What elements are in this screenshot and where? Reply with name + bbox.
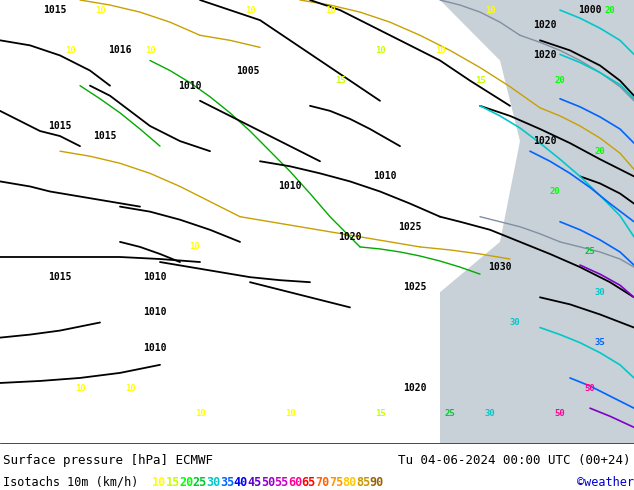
Text: 1020: 1020: [533, 136, 557, 146]
Text: 50: 50: [555, 409, 566, 417]
Text: 70: 70: [315, 476, 330, 489]
Text: Tu 04-06-2024 00:00 UTC (00+24): Tu 04-06-2024 00:00 UTC (00+24): [399, 454, 631, 466]
Text: 10: 10: [65, 46, 75, 55]
Text: 1010: 1010: [143, 343, 167, 353]
Text: Isotachs 10m (km/h): Isotachs 10m (km/h): [3, 476, 153, 489]
Text: 10: 10: [190, 243, 200, 251]
Text: 10: 10: [125, 384, 136, 392]
Text: 25: 25: [585, 247, 595, 256]
Text: 35: 35: [595, 338, 605, 347]
Text: 20: 20: [605, 5, 616, 15]
Text: 10: 10: [94, 5, 105, 15]
Text: 60: 60: [288, 476, 302, 489]
Text: 1010: 1010: [143, 307, 167, 318]
Text: ©weatheronline.co.uk: ©weatheronline.co.uk: [577, 476, 634, 489]
Text: 1020: 1020: [403, 383, 427, 393]
Text: 1010: 1010: [278, 181, 302, 192]
Text: 25: 25: [444, 409, 455, 417]
Text: 15: 15: [375, 409, 385, 417]
Text: 10: 10: [375, 46, 385, 55]
Text: 10: 10: [145, 46, 155, 55]
Text: 10: 10: [152, 476, 166, 489]
Text: 30: 30: [510, 318, 521, 327]
Text: 1025: 1025: [398, 222, 422, 232]
Text: 1010: 1010: [143, 272, 167, 282]
Text: Surface pressure [hPa] ECMWF: Surface pressure [hPa] ECMWF: [3, 454, 213, 466]
Text: 1015: 1015: [93, 131, 117, 141]
Text: 1015: 1015: [43, 5, 67, 15]
Text: 75: 75: [329, 476, 343, 489]
Text: 1000: 1000: [578, 5, 602, 15]
Text: 10: 10: [484, 5, 495, 15]
Text: 90: 90: [370, 476, 384, 489]
Polygon shape: [440, 0, 634, 443]
Text: 20: 20: [179, 476, 193, 489]
Text: 15: 15: [335, 76, 346, 85]
Text: 55: 55: [275, 476, 288, 489]
Text: 20: 20: [550, 187, 560, 196]
Text: 40: 40: [233, 476, 248, 489]
Text: 1010: 1010: [178, 81, 202, 91]
Text: 50: 50: [585, 384, 595, 392]
Text: 25: 25: [193, 476, 207, 489]
Text: 15: 15: [165, 476, 180, 489]
Text: 10: 10: [195, 409, 205, 417]
Text: 50: 50: [261, 476, 275, 489]
Text: 1015: 1015: [48, 272, 72, 282]
Text: 1020: 1020: [533, 20, 557, 30]
Text: 1016: 1016: [108, 46, 132, 55]
Text: 45: 45: [247, 476, 261, 489]
Text: 85: 85: [356, 476, 370, 489]
Text: 10: 10: [435, 46, 445, 55]
Text: 10: 10: [325, 5, 335, 15]
Text: 1015: 1015: [48, 121, 72, 131]
Text: 15: 15: [475, 76, 486, 85]
Text: 80: 80: [342, 476, 357, 489]
Text: 10: 10: [245, 5, 256, 15]
Text: 35: 35: [220, 476, 234, 489]
Text: 1020: 1020: [339, 232, 362, 242]
Text: 20: 20: [555, 76, 566, 85]
Text: 10: 10: [75, 384, 86, 392]
Text: 20: 20: [595, 147, 605, 156]
Text: 1020: 1020: [533, 50, 557, 60]
Text: 30: 30: [484, 409, 495, 417]
Text: 65: 65: [302, 476, 316, 489]
Text: 1025: 1025: [403, 282, 427, 292]
Text: 1010: 1010: [373, 172, 397, 181]
Text: 30: 30: [595, 288, 605, 297]
Text: 30: 30: [207, 476, 221, 489]
Text: 1030: 1030: [488, 262, 512, 272]
Text: 1005: 1005: [236, 66, 260, 75]
Text: 10: 10: [285, 409, 295, 417]
